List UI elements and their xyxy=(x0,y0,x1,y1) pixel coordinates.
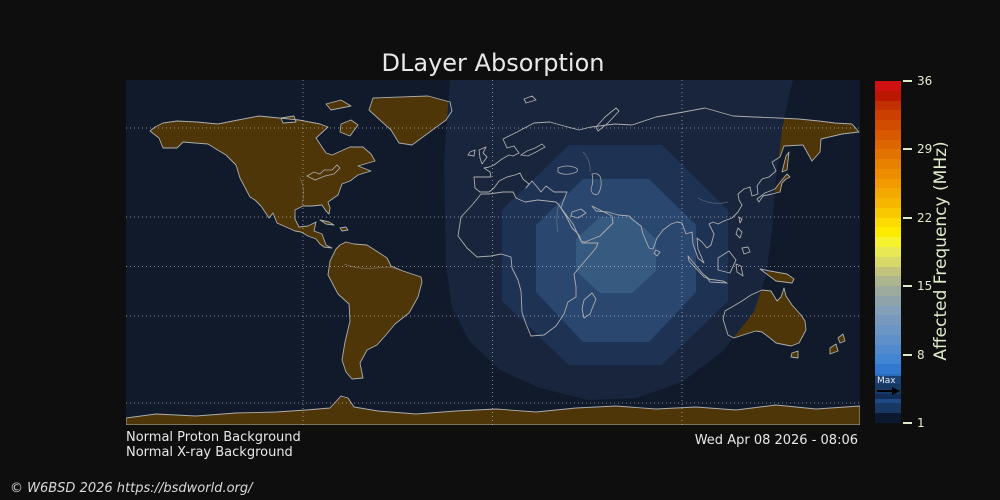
colorbar-tick-mark-22 xyxy=(903,216,912,219)
colorbar-tick-mark-15 xyxy=(903,285,912,288)
colorbar-segment-8 xyxy=(875,159,901,169)
colorbar-segment-25 xyxy=(875,325,901,335)
colorbar-tick-label-1: 1 xyxy=(917,416,925,430)
colorbar-tick-label-15: 15 xyxy=(917,279,933,294)
mississippi-river xyxy=(299,177,304,205)
xray-status: Normal X-ray Background xyxy=(126,445,293,460)
volga-river xyxy=(582,151,591,173)
colorbar-segment-17 xyxy=(875,247,901,257)
colorbar-segment-10 xyxy=(875,178,901,189)
yangtze-river xyxy=(697,197,729,204)
colorbar-segment-6 xyxy=(875,139,901,150)
colorbar-segment-30 xyxy=(875,373,901,384)
rivers xyxy=(299,151,729,271)
great-lakes xyxy=(306,164,341,181)
colorbar-segment-22 xyxy=(875,295,901,306)
max-arrow-icon xyxy=(877,387,900,395)
colorbar-segment-26 xyxy=(875,334,901,345)
copyright: © W6BSD 2026 https://bsdworld.org/ xyxy=(10,481,253,496)
colorbar-segment-12 xyxy=(875,198,901,208)
colorbar-segment-21 xyxy=(875,286,901,296)
colorbar-segment-3 xyxy=(875,110,901,121)
graticule xyxy=(126,80,860,425)
lakes xyxy=(306,143,602,195)
nile-river xyxy=(556,203,560,233)
colorbar-tick-label-36: 36 xyxy=(917,74,933,88)
colorbar-segment-34 xyxy=(875,413,901,423)
colorbar-segment-16 xyxy=(875,237,901,248)
absorption-bands xyxy=(444,80,793,400)
colorbar-segment-33 xyxy=(875,403,901,414)
colorbar-segment-19 xyxy=(875,266,901,277)
colorbar-segment-31 xyxy=(875,383,901,394)
colorbar-segment-32 xyxy=(875,393,901,404)
world-map xyxy=(126,80,860,425)
colorbar-segment-28 xyxy=(875,354,901,365)
absorption-band-inner xyxy=(576,217,656,293)
amazon-river xyxy=(343,263,401,271)
max-label: Max xyxy=(877,376,896,386)
colorbar-axis-label: Affected Frequency (MHz) xyxy=(931,141,951,361)
timestamp: Wed Apr 08 2026 - 08:06 xyxy=(694,433,858,448)
colorbar-segment-1 xyxy=(875,90,901,101)
status-lines: Normal Proton Background Normal X-ray Ba… xyxy=(126,430,301,460)
colorbar-tick-label-29: 29 xyxy=(917,142,933,157)
map-canvas xyxy=(126,80,860,425)
black-sea xyxy=(557,165,578,175)
colorbar-segment-4 xyxy=(875,120,901,130)
colorbar-segment-15 xyxy=(875,227,901,238)
colorbar-max-marker: Max xyxy=(875,376,901,399)
colorbar-tick-mark-1 xyxy=(903,422,912,424)
colorbar-tick-mark-8 xyxy=(903,353,912,356)
colorbar-tick-mark-36 xyxy=(903,80,912,82)
colorbar-segment-11 xyxy=(875,188,901,199)
colorbar-segment-27 xyxy=(875,344,901,355)
colorbar-segment-29 xyxy=(875,364,901,374)
colorbar-segment-20 xyxy=(875,276,901,287)
colorbar xyxy=(875,81,901,423)
colorbar-segment-24 xyxy=(875,315,901,326)
colorbar-segment-18 xyxy=(875,256,901,267)
colorbar-tick-label-22: 22 xyxy=(917,210,933,225)
colorbar-segment-7 xyxy=(875,149,901,160)
caspian-sea xyxy=(590,173,602,195)
colorbar-tick-mark-29 xyxy=(903,148,912,151)
colorbar-tick-label-8: 8 xyxy=(917,347,925,362)
colorbar-segment-14 xyxy=(875,217,901,228)
baltic-sea xyxy=(519,143,546,157)
colorbar-segment-13 xyxy=(875,207,901,218)
page-title: DLayer Absorption xyxy=(381,49,605,77)
colorbar-segment-5 xyxy=(875,129,901,140)
colorbar-segment-2 xyxy=(875,100,901,111)
colorbar-segment-9 xyxy=(875,168,901,179)
colorbar-segment-23 xyxy=(875,305,901,316)
colorbar-segment-0 xyxy=(875,81,901,91)
proton-status: Normal Proton Background xyxy=(126,430,301,445)
